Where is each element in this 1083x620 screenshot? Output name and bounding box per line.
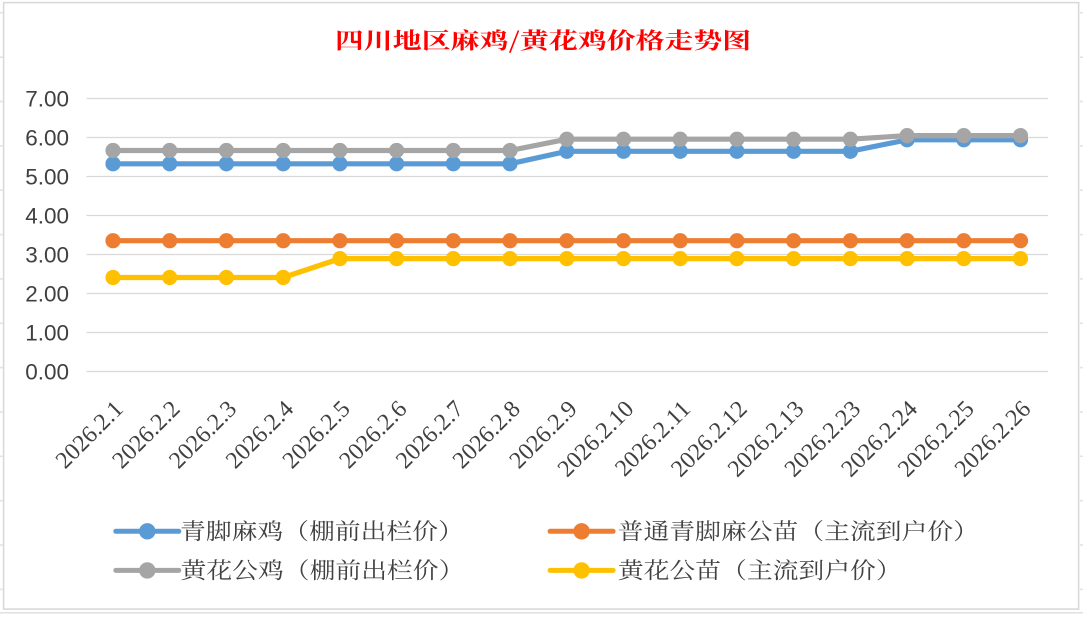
svg-text:0.00: 0.00 bbox=[25, 360, 69, 385]
svg-text:2.00: 2.00 bbox=[25, 282, 69, 307]
svg-text:6.00: 6.00 bbox=[25, 126, 69, 151]
svg-text:1.00: 1.00 bbox=[25, 321, 69, 346]
svg-text:7.00: 7.00 bbox=[25, 87, 69, 112]
svg-text:5.00: 5.00 bbox=[25, 165, 69, 190]
svg-text:3.00: 3.00 bbox=[25, 243, 69, 268]
svg-text:4.00: 4.00 bbox=[25, 204, 69, 229]
